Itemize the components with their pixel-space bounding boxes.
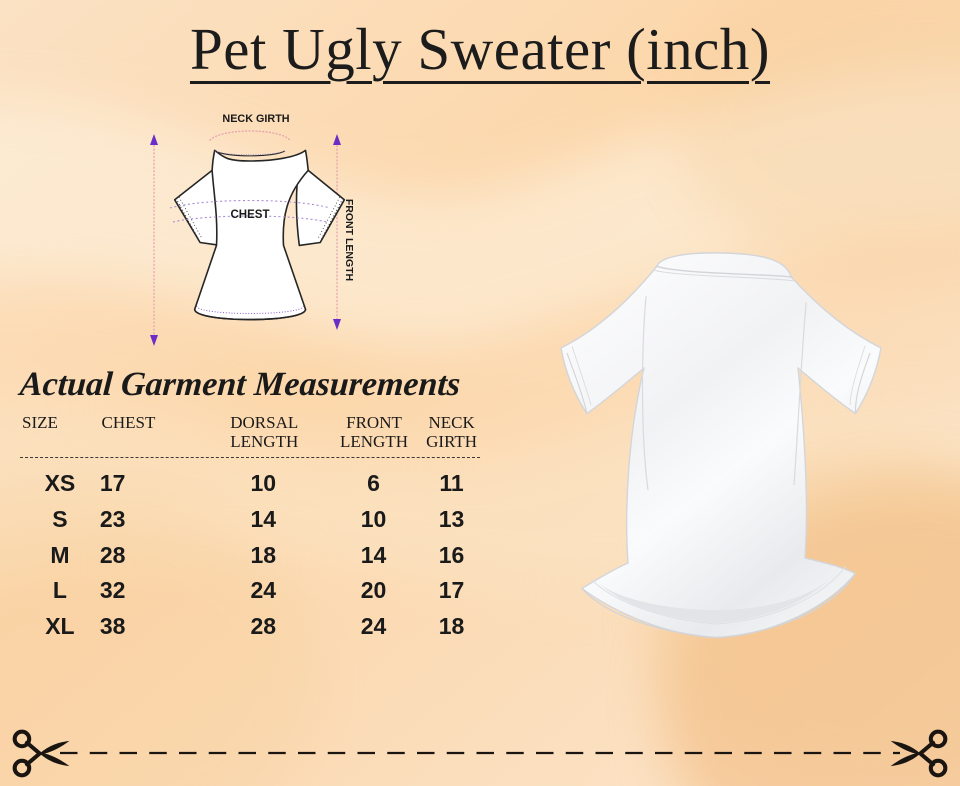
svg-text:FRONT LENGTH: FRONT LENGTH xyxy=(343,199,355,281)
svg-text:NECK GIRTH: NECK GIRTH xyxy=(222,113,289,125)
svg-text:CHEST: CHEST xyxy=(231,209,270,221)
